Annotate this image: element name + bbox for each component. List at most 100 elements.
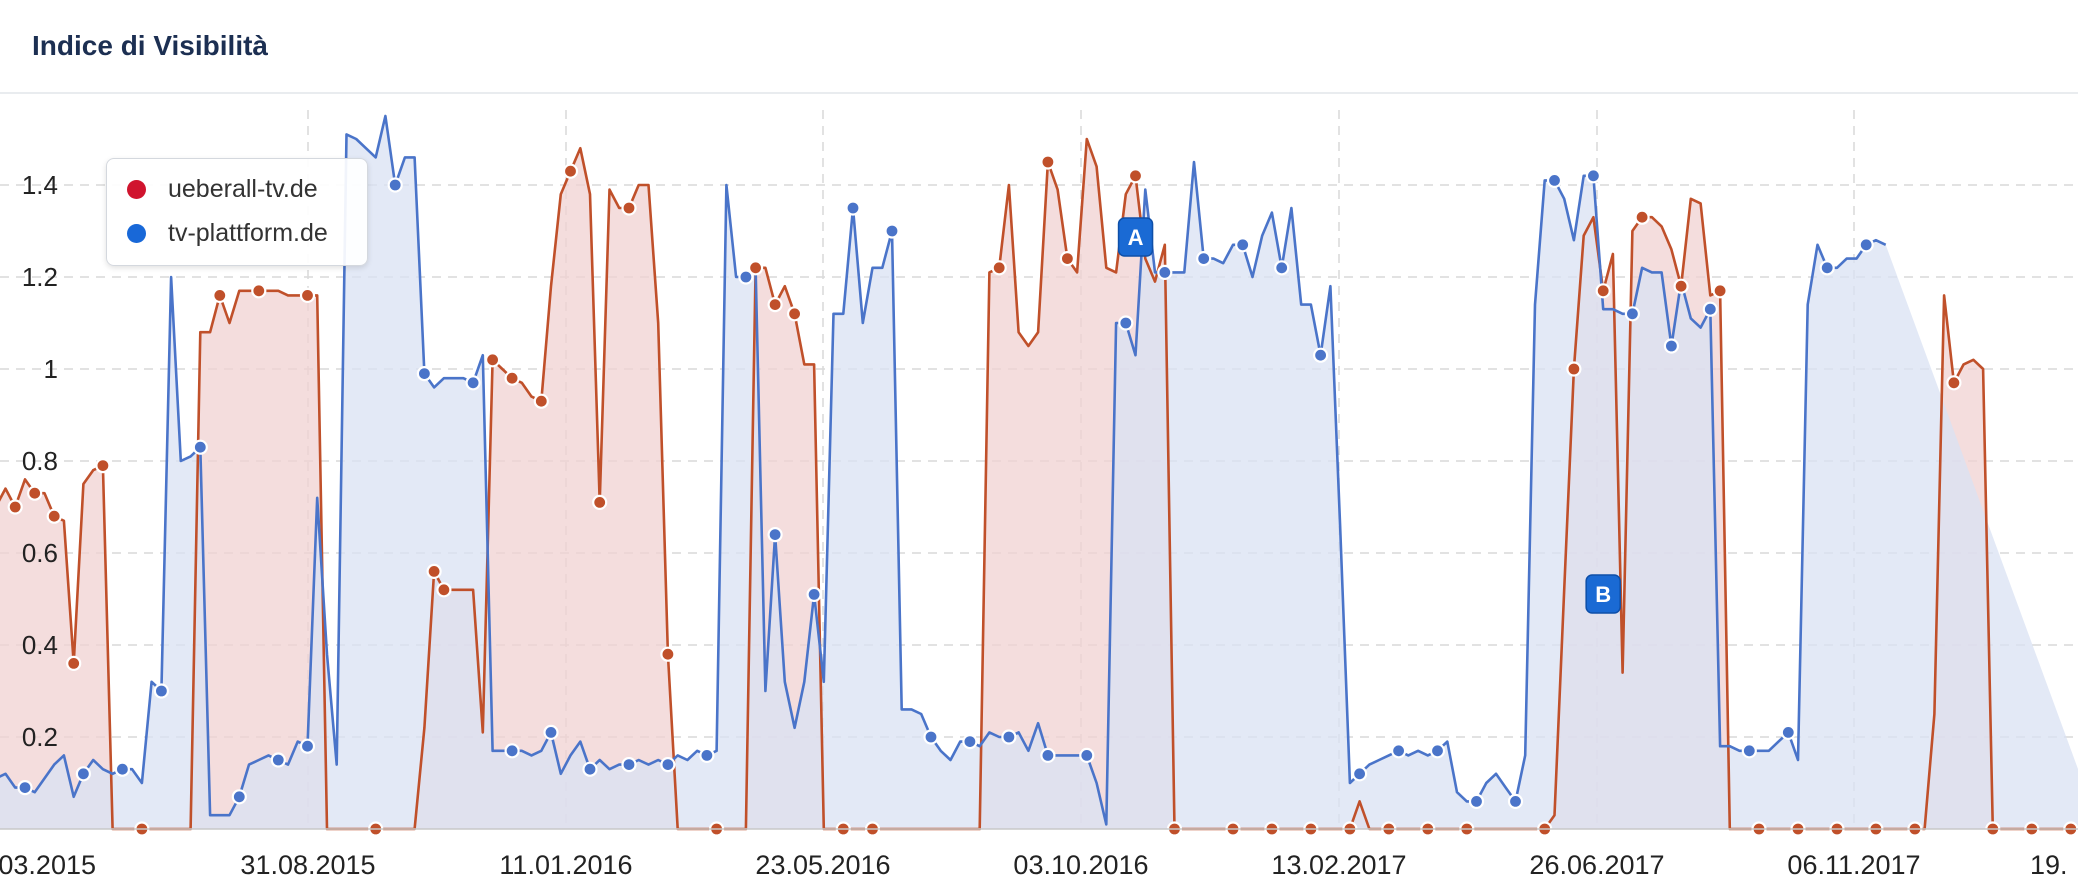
data-point <box>1566 361 1582 377</box>
data-point <box>621 756 637 773</box>
annotation-label: A <box>1128 225 1144 250</box>
x-tick-label: 06.11.2017 <box>1787 850 1920 880</box>
y-tick-label: 0.6 <box>22 538 58 568</box>
data-point <box>1351 766 1368 782</box>
data-point <box>1507 793 1524 810</box>
data-point <box>1702 301 1718 317</box>
data-point <box>562 163 579 179</box>
annotation-marker-b[interactable]: B <box>1585 574 1621 614</box>
data-point <box>7 499 23 515</box>
series-area-1 <box>0 116 2078 829</box>
data-point <box>1196 251 1212 267</box>
data-point <box>114 761 131 777</box>
data-point <box>75 766 92 782</box>
data-point <box>1741 743 1757 759</box>
data-point <box>767 297 783 313</box>
data-point <box>582 761 598 777</box>
x-tick-label: 31.08.2015 <box>240 850 375 880</box>
data-point <box>991 260 1007 276</box>
data-point <box>1634 209 1650 225</box>
data-point <box>738 269 754 285</box>
data-point <box>1585 168 1602 184</box>
data-point <box>923 729 939 745</box>
data-point <box>1595 283 1611 299</box>
x-tick-label: 26.06.2017 <box>1529 850 1664 880</box>
y-tick-label: 1.4 <box>22 170 58 200</box>
data-point <box>1624 306 1641 322</box>
data-point <box>533 393 549 409</box>
legend-item-ueberall-tv[interactable]: ueberall-tv.de <box>127 173 318 205</box>
data-point <box>1127 168 1144 184</box>
data-point <box>17 779 33 796</box>
data-point <box>1118 315 1134 331</box>
data-point <box>1390 743 1407 759</box>
annotation-marker-a[interactable]: A <box>1117 217 1154 257</box>
x-tick-label: 11.01.2016 <box>499 850 632 880</box>
data-point <box>747 260 764 276</box>
data-point <box>1468 793 1485 810</box>
data-point <box>1312 347 1329 363</box>
data-point <box>592 494 608 510</box>
data-point <box>426 563 442 580</box>
data-point <box>845 200 861 216</box>
annotation-label: B <box>1595 582 1611 607</box>
data-point <box>1157 264 1173 280</box>
data-point <box>1059 251 1076 267</box>
data-point <box>767 526 783 543</box>
data-point <box>416 366 432 382</box>
data-point <box>1040 154 1056 170</box>
data-point <box>962 733 978 750</box>
data-point <box>1001 729 1017 745</box>
data-point <box>1546 172 1563 188</box>
data-point <box>1079 747 1095 764</box>
y-tick-label: 0.4 <box>22 630 58 660</box>
chart-legend: ueberall-tv.de tv-plattform.de <box>106 158 368 266</box>
data-point <box>660 646 676 662</box>
legend-label: ueberall-tv.de <box>168 174 318 203</box>
plot-area: 0.2 0.4 0.6 0.8 1 1.2 1.4 03.2015 31.08.2015 11.0… <box>0 110 2078 880</box>
data-point <box>543 724 559 741</box>
data-point <box>1780 724 1796 741</box>
x-tick-label: 03.2015 <box>0 850 96 880</box>
data-point <box>192 439 208 455</box>
data-point <box>786 306 803 322</box>
data-point <box>436 582 452 598</box>
data-point <box>1858 237 1874 253</box>
data-point <box>699 747 715 764</box>
y-tick-label: 1.2 <box>22 262 58 292</box>
data-point <box>485 352 501 368</box>
data-point <box>1712 283 1728 299</box>
data-point <box>251 283 267 299</box>
legend-item-tv-plattform[interactable]: tv-plattform.de <box>127 217 328 249</box>
data-point <box>660 756 676 773</box>
legend-dot <box>127 223 146 243</box>
data-point <box>95 458 111 474</box>
x-tick-label: 03.10.2016 <box>1013 850 1148 880</box>
data-point <box>1946 375 1962 391</box>
data-point <box>884 223 900 239</box>
data-point <box>270 752 286 768</box>
data-point <box>299 738 316 754</box>
y-tick-label: 0.2 <box>22 722 58 752</box>
data-point <box>504 743 520 759</box>
data-point <box>504 370 520 386</box>
data-point <box>387 177 403 193</box>
y-tick-label: 0.8 <box>22 446 58 476</box>
x-tick-label: 19. <box>2030 850 2068 880</box>
x-tick-label: 23.05.2016 <box>755 850 890 880</box>
data-point <box>46 508 62 524</box>
legend-label: tv-plattform.de <box>168 218 328 247</box>
data-point <box>1040 747 1056 764</box>
data-point <box>1429 743 1446 759</box>
y-tick-label: 1 <box>44 354 58 384</box>
data-point <box>1663 338 1680 354</box>
data-point <box>621 200 637 216</box>
data-point <box>212 287 228 303</box>
data-point <box>66 655 82 672</box>
page-title: Indice di Visibilità <box>32 30 268 61</box>
data-point <box>806 586 822 603</box>
data-point <box>465 375 481 391</box>
data-point <box>299 287 316 303</box>
annotation-badge <box>1585 574 1621 614</box>
